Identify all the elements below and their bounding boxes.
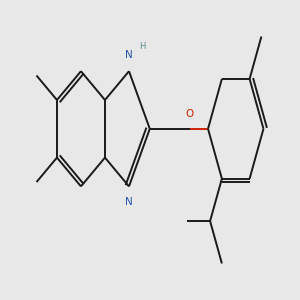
Text: H: H bbox=[139, 42, 146, 51]
Text: N: N bbox=[125, 50, 133, 60]
Text: O: O bbox=[186, 110, 194, 119]
Text: N: N bbox=[125, 197, 133, 207]
